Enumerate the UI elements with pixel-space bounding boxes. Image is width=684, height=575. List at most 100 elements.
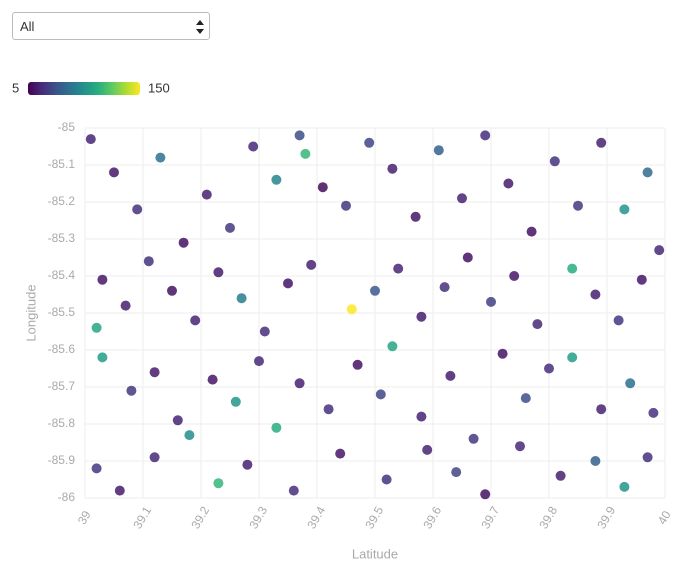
dropdown-value: All [20,19,35,34]
point [213,478,224,489]
point [480,130,491,141]
point [515,441,525,452]
point [451,467,462,478]
point [283,278,293,289]
point [114,485,125,496]
y-tick-label: -85 [58,120,76,134]
point [387,163,398,174]
point [120,300,131,311]
point [439,282,450,293]
point [596,404,607,415]
point [294,378,305,389]
point [288,485,299,496]
point [352,359,363,370]
x-tick-label: 39.6 [420,504,444,532]
point [364,137,375,148]
point [370,285,380,296]
point [636,274,647,285]
point [526,226,537,237]
point [468,433,479,444]
point [201,189,212,200]
point [567,352,578,363]
point [97,274,108,285]
point [625,378,636,389]
point [230,396,241,407]
filter-dropdown[interactable]: All [12,12,210,40]
point [259,326,270,337]
point [549,156,560,167]
point [573,200,583,211]
point [654,245,665,256]
point [149,367,160,378]
point [184,430,195,441]
point [167,285,177,296]
colorbar-min: 5 [12,80,19,95]
point [462,252,473,263]
y-tick-label: -85.4 [48,268,76,282]
point [590,289,601,300]
x-tick-label: 39.2 [188,504,212,532]
point [126,385,137,396]
point [422,444,433,455]
colorbar-max: 150 [148,80,170,95]
colorbar [28,82,140,95]
point [155,152,166,163]
point [225,222,235,233]
point [271,422,282,433]
y-tick-label: -85.3 [48,231,76,245]
point [393,263,404,274]
y-tick-label: -85.6 [48,342,76,356]
point [236,293,247,304]
point [613,315,624,326]
point [91,463,102,474]
point [457,193,467,204]
point [520,393,531,404]
y-tick-label: -86 [58,490,76,504]
x-axis-title: Latitude [352,546,398,561]
point [648,407,659,418]
point [555,470,566,481]
point [335,448,346,459]
point [642,452,653,463]
point [497,348,508,359]
y-tick-label: -85.2 [48,194,76,208]
point [190,315,201,326]
point [294,130,305,141]
x-tick-label: 39.5 [362,504,386,532]
point [341,200,351,211]
point [596,137,607,148]
y-tick-label: -85.1 [48,157,76,171]
point [300,148,311,159]
point [306,259,317,270]
x-tick-label: 39.9 [594,504,618,532]
point [109,167,119,178]
point [480,489,491,500]
x-tick-label: 39.7 [478,504,502,532]
point [132,204,143,215]
point [271,174,282,185]
point [213,267,224,278]
point [85,134,96,145]
point [590,456,601,466]
y-tick-label: -85.7 [48,379,76,393]
point [317,182,328,193]
x-tick-label: 39.3 [246,504,270,532]
point [178,237,189,248]
point [91,322,102,333]
point [445,370,456,381]
point [248,141,259,152]
point [509,271,520,281]
point [532,319,543,330]
point [381,474,392,485]
point [346,304,357,315]
point [207,374,218,385]
point [567,263,578,274]
point [242,459,253,470]
point [323,404,334,415]
point [387,341,398,352]
point [503,178,514,189]
y-tick-label: -85.5 [48,305,76,319]
point [619,481,630,492]
